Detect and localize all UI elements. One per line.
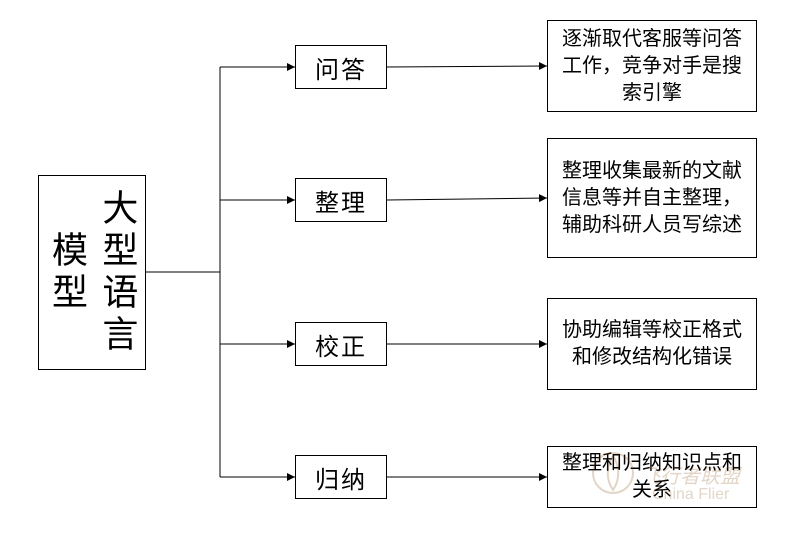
mid-label: 整理 (315, 183, 367, 218)
root-label: 大型语言模型 (42, 186, 143, 359)
mid-node-summarize: 归纳 (295, 455, 387, 499)
mid-node-correct: 校正 (295, 322, 387, 366)
mid-label: 校正 (315, 327, 367, 362)
mid-node-organize: 整理 (295, 178, 387, 222)
mid-label: 问答 (315, 50, 367, 85)
leaf-label: 整理和归纳知识点和关系 (558, 450, 746, 504)
leaf-node-qa: 逐渐取代客服等问答工作，竞争对手是搜索引擎 (547, 20, 757, 112)
leaf-label: 逐渐取代客服等问答工作，竞争对手是搜索引擎 (558, 26, 746, 107)
mid-node-qa: 问答 (295, 45, 387, 89)
leaf-node-correct: 协助编辑等校正格式和修改结构化错误 (547, 298, 757, 390)
mid-label: 归纳 (315, 460, 367, 495)
root-node: 大型语言模型 (38, 175, 146, 370)
leaf-label: 协助编辑等校正格式和修改结构化错误 (558, 317, 746, 371)
leaf-node-organize: 整理收集最新的文献信息等并自主整理，辅助科研人员写综述 (547, 138, 757, 258)
leaf-node-summarize: 整理和归纳知识点和关系 (547, 446, 757, 508)
leaf-label: 整理收集最新的文献信息等并自主整理，辅助科研人员写综述 (558, 158, 746, 239)
